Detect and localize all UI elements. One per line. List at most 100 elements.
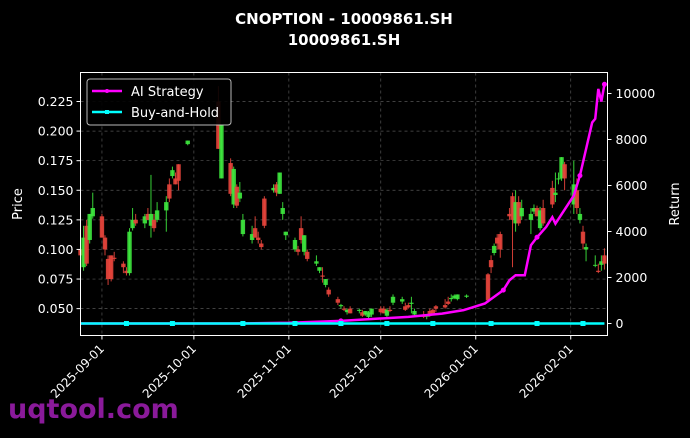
candle-body bbox=[87, 213, 92, 240]
buy-and-hold-marker bbox=[488, 320, 494, 326]
buy-and-hold-marker bbox=[123, 320, 129, 326]
candle-body bbox=[240, 219, 246, 235]
candle-body bbox=[491, 245, 497, 254]
candle-body bbox=[430, 309, 436, 314]
y-tick-label: 0.050 bbox=[38, 301, 74, 316]
candle-body bbox=[593, 264, 598, 266]
candle-body bbox=[167, 184, 172, 199]
y2-tick-label: 8000 bbox=[616, 132, 648, 147]
candle-body bbox=[498, 234, 503, 250]
y2-tick-label: 6000 bbox=[616, 178, 648, 193]
candle-body bbox=[127, 231, 132, 274]
candle-body bbox=[338, 305, 344, 307]
candle-body bbox=[219, 125, 224, 179]
candle-body bbox=[305, 251, 310, 259]
candle-body bbox=[256, 237, 261, 240]
candle-body bbox=[124, 270, 129, 274]
candle-body bbox=[271, 187, 276, 191]
candle-body bbox=[531, 208, 537, 212]
y2-tick-label: 10000 bbox=[616, 86, 656, 101]
buy-and-hold-marker bbox=[169, 320, 175, 326]
chart-subtitle: 10009861.SH bbox=[288, 31, 401, 49]
candle-body bbox=[412, 310, 417, 315]
candle-body bbox=[292, 239, 298, 250]
candle-body bbox=[145, 213, 151, 220]
candle-body bbox=[277, 172, 282, 194]
candle-body bbox=[108, 255, 114, 280]
y-tick-label: 0.150 bbox=[38, 183, 74, 198]
candle-body bbox=[121, 263, 126, 268]
candle-body bbox=[130, 219, 135, 229]
candle-body bbox=[249, 234, 255, 240]
candle-body bbox=[519, 208, 524, 217]
candle-body bbox=[577, 213, 583, 220]
candle-body bbox=[237, 192, 243, 199]
candle-body bbox=[363, 310, 368, 315]
candle-body bbox=[112, 257, 117, 259]
candle-body bbox=[400, 299, 405, 302]
candle-body bbox=[335, 299, 341, 303]
candle-body bbox=[84, 225, 89, 264]
candle-body bbox=[516, 202, 521, 224]
candle-body bbox=[154, 210, 160, 220]
ai-strategy-marker bbox=[577, 173, 583, 179]
candle-body bbox=[528, 213, 534, 220]
candle-body bbox=[298, 228, 304, 240]
buy-and-hold-marker bbox=[338, 320, 344, 326]
legend-bh-label: Buy-and-Hold bbox=[131, 106, 219, 121]
candle-body bbox=[455, 294, 460, 300]
candle-body bbox=[553, 192, 558, 196]
return-lines bbox=[80, 81, 607, 326]
x-tick-label: 2026-02-01 bbox=[517, 342, 576, 401]
candle-body bbox=[360, 312, 365, 316]
candle-body bbox=[580, 231, 586, 244]
candle-body bbox=[344, 309, 350, 313]
candle-body bbox=[81, 237, 86, 268]
y-tick-label: 0.225 bbox=[38, 94, 74, 109]
x-tick-label: 2025-09-01 bbox=[48, 342, 107, 401]
candle-body bbox=[384, 309, 390, 316]
x-tick-label: 2025-10-01 bbox=[140, 342, 199, 401]
candle-body bbox=[301, 235, 307, 252]
candle-body bbox=[559, 157, 564, 179]
candle-body bbox=[151, 219, 157, 229]
candle-body bbox=[574, 190, 580, 209]
legend-ai-label: AI Strategy bbox=[131, 85, 204, 100]
candle-body bbox=[173, 178, 178, 185]
candle-body bbox=[494, 237, 500, 244]
candle-body bbox=[366, 312, 371, 317]
candle-body bbox=[387, 309, 393, 311]
candle-body bbox=[507, 213, 512, 217]
candle-body bbox=[274, 184, 279, 193]
candles bbox=[78, 86, 607, 320]
candle-body bbox=[537, 210, 543, 229]
y-tick-label: 0.125 bbox=[38, 212, 74, 227]
buy-and-hold-marker bbox=[240, 320, 246, 326]
buy-and-hold-marker bbox=[580, 320, 586, 326]
candle-body bbox=[381, 308, 387, 314]
ai-strategy-marker bbox=[601, 81, 607, 87]
plot-frame bbox=[80, 72, 608, 336]
candle-body bbox=[596, 270, 601, 272]
candle-body bbox=[403, 306, 408, 310]
candle-body bbox=[295, 249, 301, 252]
y2-tick-label: 0 bbox=[616, 316, 624, 331]
buy-and-hold-marker bbox=[384, 320, 390, 326]
x-tick-label: 2026-01-01 bbox=[422, 342, 481, 401]
candle-body bbox=[602, 255, 607, 264]
legend: AI Strategy Buy-and-Hold bbox=[86, 78, 232, 126]
candle-body bbox=[485, 274, 491, 301]
candle-body bbox=[488, 260, 494, 268]
candle-body bbox=[513, 202, 518, 224]
watermark: uqtool.com bbox=[8, 394, 179, 425]
y-axis-label: Price bbox=[11, 188, 26, 220]
candle-body bbox=[231, 168, 236, 205]
ai-strategy-marker bbox=[534, 234, 540, 240]
buy-and-hold-marker bbox=[534, 320, 540, 326]
candle-body bbox=[464, 295, 469, 297]
candle-body bbox=[583, 247, 589, 250]
candle-body bbox=[409, 302, 414, 304]
candle-body bbox=[442, 305, 448, 308]
y2-tick-label: 4000 bbox=[616, 224, 648, 239]
